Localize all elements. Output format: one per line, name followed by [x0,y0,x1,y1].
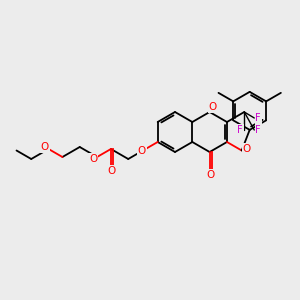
Text: O: O [89,154,97,164]
Text: F: F [256,113,261,123]
Text: F: F [256,125,261,135]
Text: O: O [206,170,215,180]
Text: O: O [243,143,251,154]
Text: F: F [238,125,243,135]
Text: O: O [137,146,146,156]
Text: O: O [108,166,116,176]
Text: O: O [40,142,49,152]
Text: O: O [208,102,217,112]
